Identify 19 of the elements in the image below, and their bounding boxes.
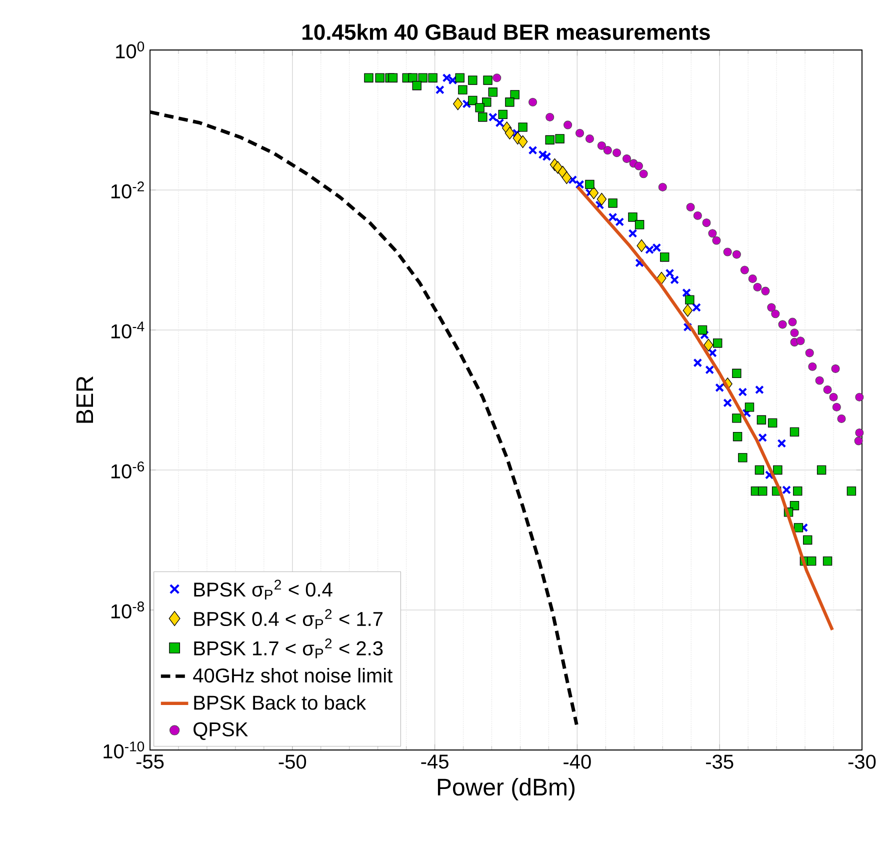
x-tick-label: -45 — [421, 754, 448, 769]
x-tick-label: -35 — [706, 754, 734, 769]
y-tick-label: 10$^{-2}$ — [111, 182, 144, 198]
legend-label: BPSK 1.7 < σ$_{P}$$^{2}$ < 2.3 — [194, 638, 383, 658]
x-axis-title: Power (dBm) — [438, 778, 574, 800]
y-tick-label: 10$^{-6}$ — [111, 462, 144, 478]
x-tick-label: -40 — [564, 754, 591, 769]
legend-label: BPSK 0.4 < σ$_{P}$$^{2}$ < 1.7 — [194, 609, 383, 629]
y-tick-label: 10$^{-8}$ — [111, 602, 144, 618]
legend-label: BPSK Back to back — [194, 695, 366, 710]
x-tick-label: -30 — [848, 754, 876, 769]
x-tick-label: -50 — [278, 754, 306, 769]
legend-label: QPSK — [194, 722, 248, 740]
chart-title: 10.45km 40 GBaud BER measurements — [302, 24, 710, 40]
y-axis-title: BER — [76, 376, 93, 423]
y-tick-label: 10$^{0}$ — [116, 42, 144, 58]
y-tick-label: 10$^{-4}$ — [111, 322, 144, 338]
legend-label: BPSK σ$_{P}$$^{2}$ < 0.4 — [194, 580, 332, 600]
legend-label: 40GHz shot noise limit — [193, 668, 393, 683]
